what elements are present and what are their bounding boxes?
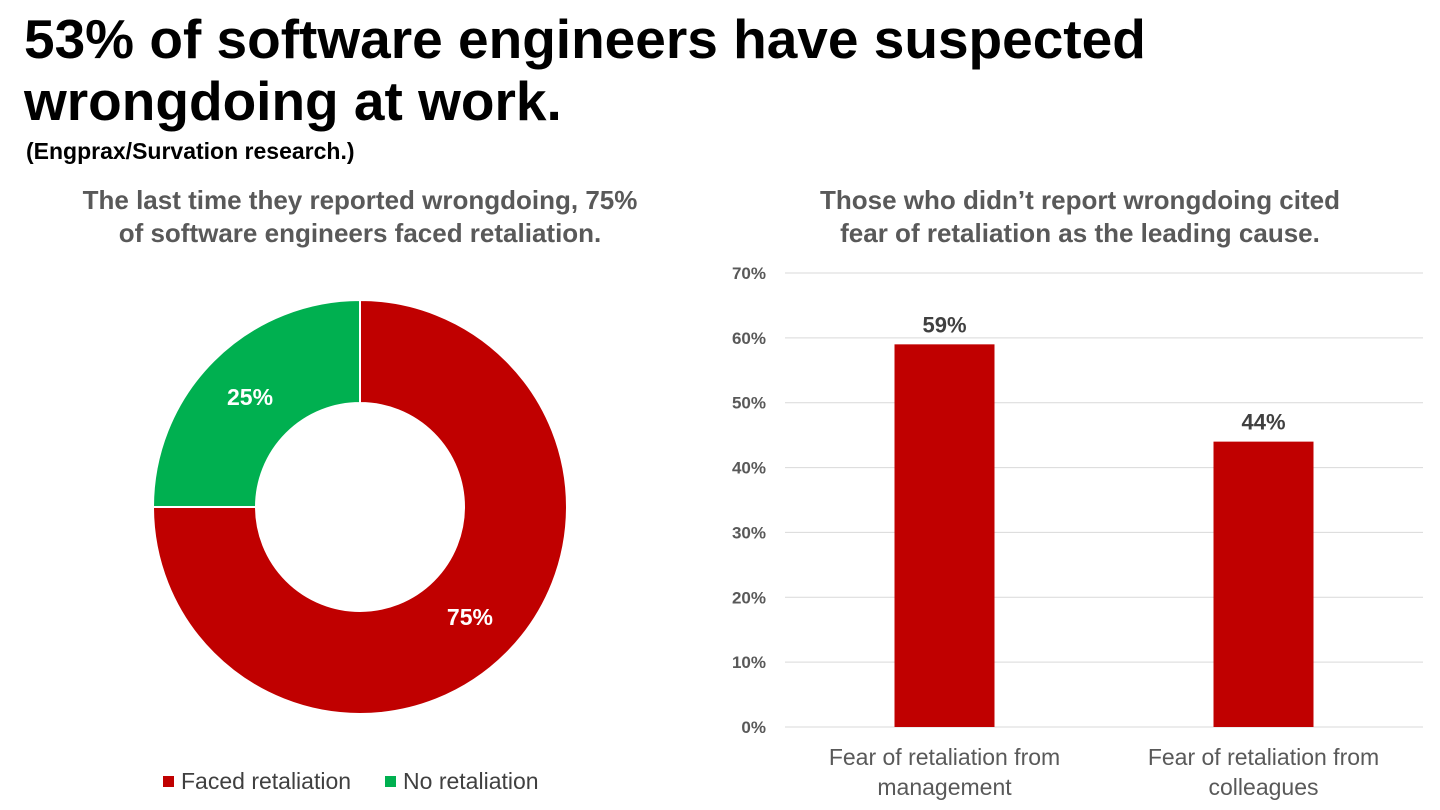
bar-value-label-1: 59% bbox=[922, 312, 966, 337]
y-tick-label-40: 40% bbox=[732, 459, 766, 478]
bar-chart-title-line-1: Those who didn’t report wrongdoing cited bbox=[820, 185, 1340, 215]
bar-value-label-2: 44% bbox=[1241, 410, 1285, 435]
page-title: 53% of software engineers have suspected… bbox=[24, 8, 1404, 132]
donut-chart-title: The last time they reported wrongdoing, … bbox=[40, 184, 680, 250]
donut-slice-faced-retaliation bbox=[151, 298, 568, 715]
legend-label-no-retaliation: No retaliation bbox=[403, 768, 539, 794]
donut-data-label-faced-retaliation: 75% bbox=[447, 604, 493, 630]
legend-item-faced-retaliation: Faced retaliation bbox=[163, 768, 351, 795]
legend-label-faced-retaliation: Faced retaliation bbox=[181, 768, 352, 794]
y-tick-label-10: 10% bbox=[732, 653, 766, 672]
page-title-line-2: wrongdoing at work. bbox=[24, 70, 562, 132]
y-tick-label-60: 60% bbox=[732, 329, 766, 348]
x-category-label-1-line-2: management bbox=[877, 774, 1012, 800]
y-tick-label-70: 70% bbox=[732, 264, 766, 283]
bar-chart-title: Those who didn’t report wrongdoing cited… bbox=[760, 184, 1400, 250]
y-tick-label-0: 0% bbox=[741, 718, 766, 737]
x-category-label-1-line-1: Fear of retaliation from bbox=[829, 744, 1060, 770]
donut-chart-title-line-1: The last time they reported wrongdoing, … bbox=[82, 185, 638, 215]
x-category-label-2-line-1: Fear of retaliation from bbox=[1148, 744, 1379, 770]
donut-legend: Faced retaliation No retaliation bbox=[163, 768, 573, 795]
legend-item-no-retaliation: No retaliation bbox=[385, 768, 539, 795]
bar-1 bbox=[894, 344, 995, 727]
page-title-line-1: 53% of software engineers have suspected bbox=[24, 8, 1146, 70]
donut-chart: 75% 25% bbox=[151, 298, 568, 715]
bar-2 bbox=[1213, 441, 1314, 727]
legend-swatch-no-retaliation bbox=[385, 776, 397, 787]
bar-chart-title-line-2: fear of retaliation as the leading cause… bbox=[840, 218, 1320, 248]
legend-swatch-faced-retaliation bbox=[163, 776, 174, 787]
y-tick-label-50: 50% bbox=[732, 394, 766, 413]
donut-chart-title-line-2: of software engineers faced retaliation. bbox=[118, 218, 602, 248]
source-note: (Engprax/Survation research.) bbox=[26, 138, 355, 164]
donut-slice-no-retaliation bbox=[151, 298, 361, 508]
donut-data-label-no-retaliation: 25% bbox=[227, 384, 273, 410]
x-category-label-2-line-2: colleagues bbox=[1209, 774, 1319, 800]
y-tick-label-20: 20% bbox=[732, 588, 766, 607]
y-tick-label-30: 30% bbox=[732, 523, 766, 542]
